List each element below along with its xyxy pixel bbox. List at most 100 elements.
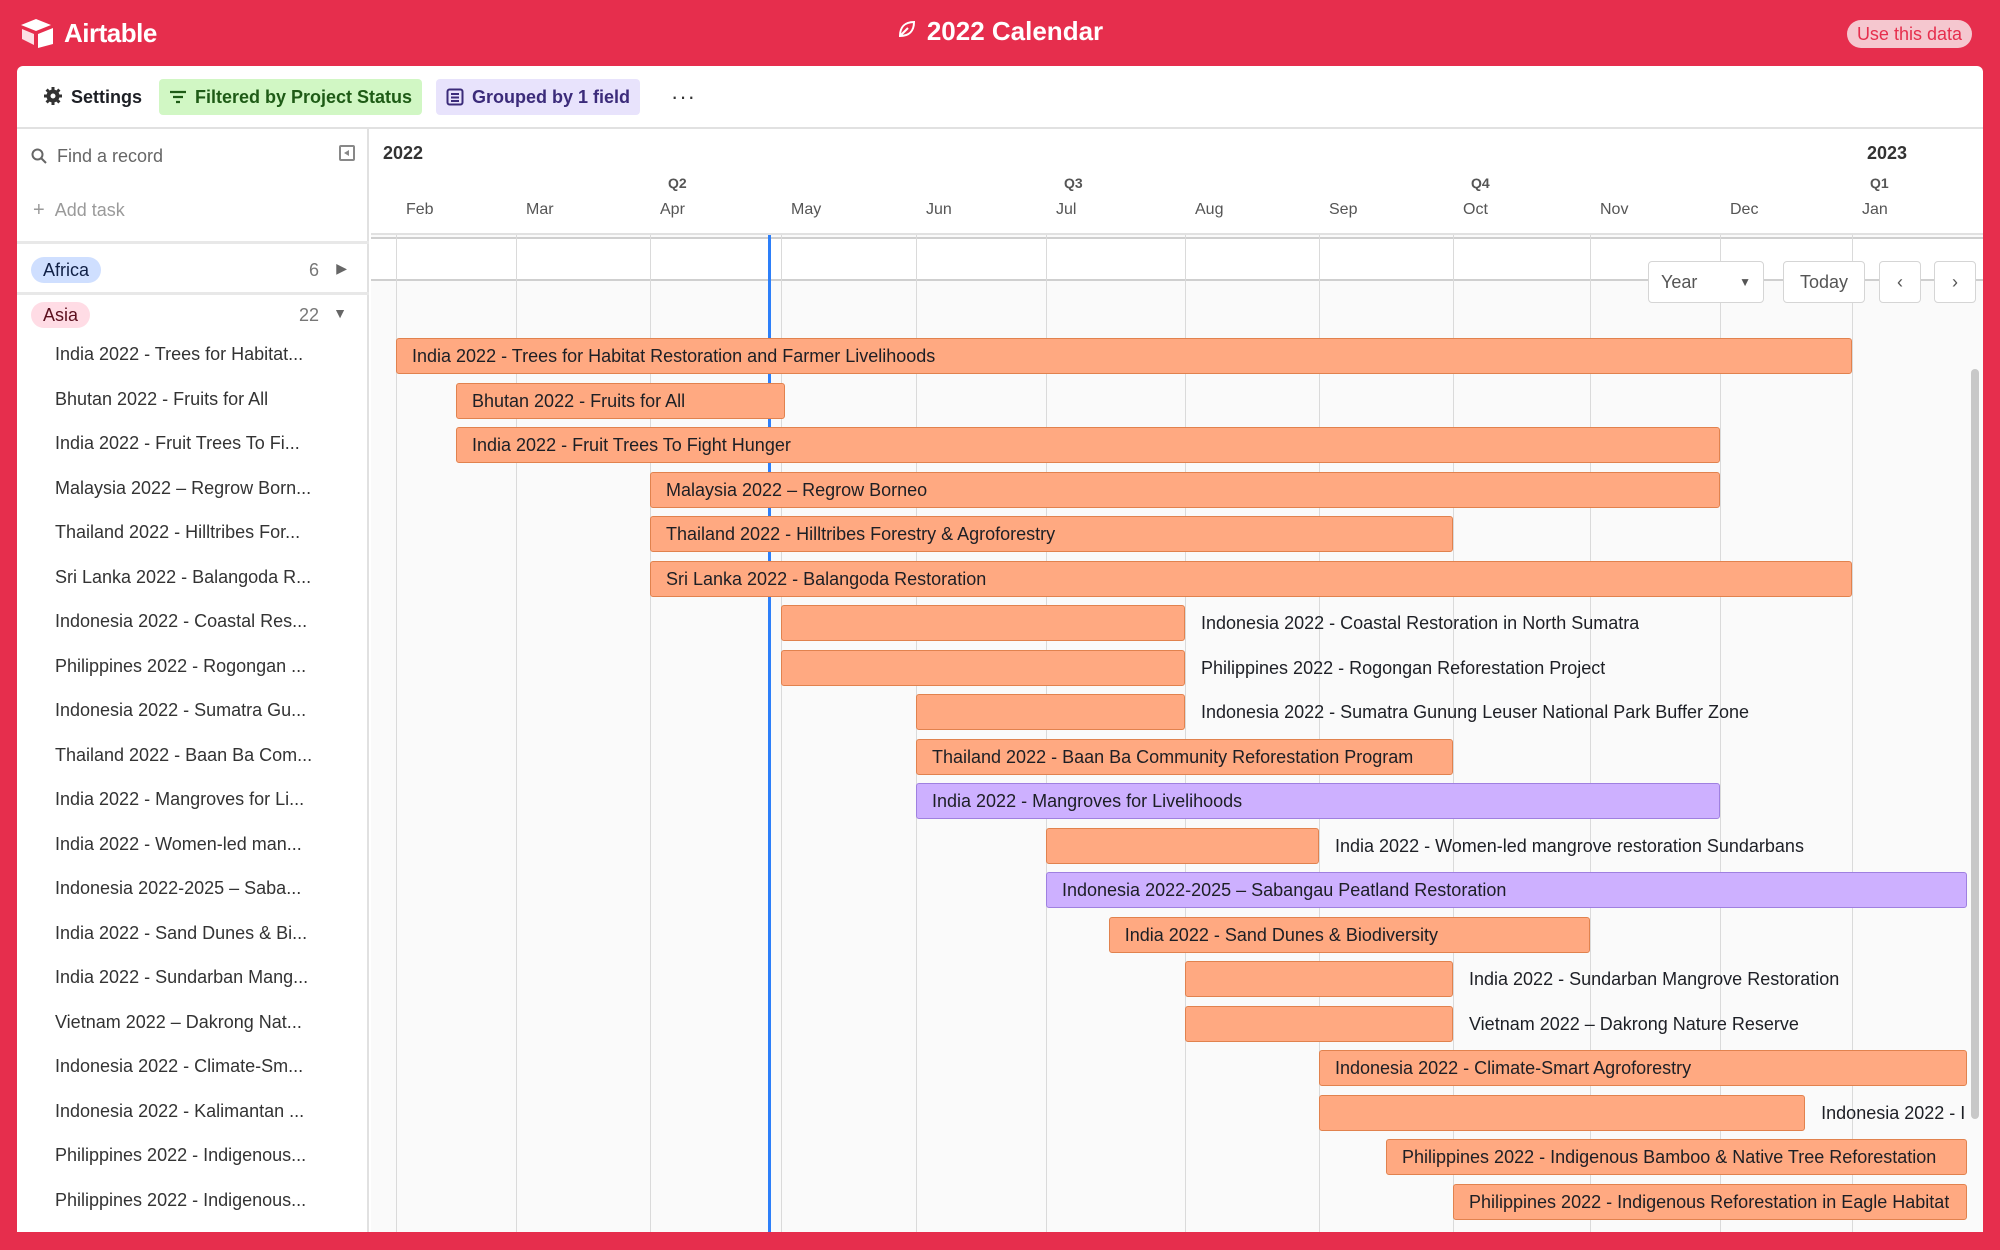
task-bar[interactable] (1046, 827, 1319, 864)
month-label: Sep (1329, 201, 1358, 218)
month-label: Jun (926, 201, 952, 218)
more-options-button[interactable]: ··· (671, 84, 696, 109)
task-bar[interactable] (1386, 1139, 1967, 1175)
search-icon (31, 141, 47, 171)
task-bar[interactable] (916, 694, 1185, 730)
task-bar[interactable] (456, 382, 786, 419)
task-bar[interactable] (650, 560, 1852, 597)
month-gridline (650, 235, 651, 1232)
task-bar-label: Thailand 2022 - Baan Ba Community Refore… (932, 746, 1414, 767)
quarter-label: Q4 (1471, 175, 1490, 191)
task-bar-label: India 2022 - Trees for Habitat Restorati… (412, 346, 936, 366)
task-bar[interactable] (1185, 1005, 1453, 1042)
task-bar-label: Malaysia 2022 – Regrow Borneo (666, 479, 928, 500)
airtable-logo-icon (21, 19, 53, 48)
month-gridline (1590, 235, 1591, 1232)
record-row[interactable]: India 2022 - Sand Dunes & Bi... (55, 922, 308, 943)
record-row[interactable]: Indonesia 2022 - Sumatra Gu... (55, 700, 307, 720)
top-bar: Airtable 2022 Calendar Use this data (0, 0, 2000, 66)
record-row[interactable]: Sri Lanka 2022 - Balangoda R... (55, 566, 312, 587)
settings-button[interactable]: Settings (33, 79, 152, 115)
record-row[interactable]: Philippines 2022 - Indigenous... (55, 1145, 307, 1165)
add-task-label: Add task (54, 200, 125, 220)
month-label: Dec (1730, 201, 1759, 218)
month-gridline (1852, 235, 1853, 1232)
filter-button[interactable]: Filtered by Project Status (159, 79, 423, 115)
task-bar[interactable] (781, 605, 1185, 641)
search-field[interactable]: Find a record (31, 141, 163, 171)
timescale-select[interactable]: Year ▼ (1648, 261, 1764, 303)
record-row[interactable]: Thailand 2022 - Baan Ba Com... (55, 744, 313, 765)
month-label: Nov (1600, 201, 1629, 218)
task-bar[interactable] (650, 471, 1720, 508)
month-label: Oct (1463, 201, 1488, 218)
group-row-asia[interactable]: Asia 22 ▼ (17, 293, 369, 335)
plus-icon: + (33, 199, 45, 221)
month-label: Aug (1195, 201, 1224, 218)
task-bar[interactable] (456, 427, 1720, 463)
record-row[interactable]: Indonesia 2022-2025 – Saba... (55, 878, 302, 898)
year-label: 2023 (1867, 143, 1908, 163)
record-row[interactable]: Thailand 2022 - Hilltribes For... (55, 522, 301, 542)
vertical-scrollbar[interactable] (1971, 369, 1979, 1119)
quarter-label: Q2 (668, 175, 687, 191)
airtable-logo[interactable]: Airtable (20, 16, 157, 50)
task-bar-label: Thailand 2022 - Hilltribes Forestry & Ag… (666, 524, 1056, 544)
gear-icon (43, 79, 63, 115)
task-bar-label: Bhutan 2022 - Fruits for All (472, 390, 686, 411)
record-row[interactable]: Philippines 2022 - Indigenous... (55, 1189, 307, 1210)
expand-arrow-icon[interactable]: ▶ (336, 260, 347, 276)
timescale-value: Year (1661, 272, 1698, 292)
record-row[interactable]: India 2022 - Mangroves for Li... (55, 789, 305, 809)
task-bar[interactable] (1046, 872, 1967, 908)
record-row[interactable]: India 2022 - Sundarban Mang... (55, 967, 309, 987)
task-bar[interactable] (650, 516, 1453, 552)
task-bar-label: India 2022 - Fruit Trees To Fight Hunger (472, 435, 791, 455)
record-row[interactable]: Indonesia 2022 - Kalimantan ... (55, 1100, 305, 1121)
record-row[interactable]: Malaysia 2022 – Regrow Born... (55, 477, 312, 498)
month-gridline (1453, 235, 1454, 1232)
gantt-timeline[interactable]: 2022 2023 Q2 Q3 Q4 Q1 Feb Mar Apr May Jun Jul Aug Sep… (371, 129, 1983, 1232)
page-title: 2022 Calendar (0, 16, 2000, 47)
group-row-africa[interactable]: Africa 6 ▶ (17, 248, 369, 290)
add-task-button[interactable]: + Add task (33, 195, 125, 225)
record-row[interactable]: Philippines 2022 - Rogongan ... (55, 655, 307, 676)
task-bar-label: Indonesia 2022 - Climate-Smart Agrofores… (1335, 1058, 1692, 1078)
record-row[interactable]: India 2022 - Women-led man... (55, 833, 302, 854)
collapse-arrow-icon[interactable]: ▼ (333, 305, 347, 321)
caret-down-icon: ▼ (1739, 275, 1751, 289)
task-bar[interactable] (781, 649, 1185, 686)
task-bar[interactable] (1185, 961, 1453, 997)
search-placeholder: Find a record (57, 146, 164, 166)
task-bar[interactable] (1108, 916, 1590, 953)
task-bar[interactable] (916, 783, 1720, 819)
use-this-data-button[interactable]: Use this data (1846, 20, 1972, 48)
quarter-label: Q1 (1870, 175, 1889, 191)
task-bar[interactable] (396, 338, 1852, 374)
record-row[interactable]: India 2022 - Trees for Habitat... (55, 344, 304, 364)
record-row[interactable]: Bhutan 2022 - Fruits for All (55, 388, 269, 409)
task-bar-label: Indonesia 2022 - Sumatra Gunung Leuser N… (1201, 702, 1750, 722)
quarter-label: Q3 (1064, 175, 1083, 191)
month-label: Jul (1056, 201, 1077, 218)
view-toolbar: Settings Filtered by Project Status Grou… (17, 66, 1983, 129)
task-bar[interactable] (1319, 1050, 1967, 1086)
collapse-sidebar-icon[interactable] (339, 145, 355, 161)
task-bar-label: India 2022 - Sundarban Mangrove Restorat… (1469, 969, 1840, 989)
record-row[interactable]: India 2022 - Fruit Trees To Fi... (55, 433, 300, 453)
today-button[interactable]: Today (1783, 261, 1865, 303)
record-row[interactable]: Vietnam 2022 – Dakrong Nat... (55, 1011, 302, 1032)
settings-label: Settings (71, 87, 143, 107)
prev-period-button[interactable]: ‹ (1879, 261, 1921, 303)
month-gridline (916, 235, 917, 1232)
task-bar[interactable] (1319, 1094, 1806, 1131)
task-bar[interactable] (916, 738, 1453, 775)
divider (17, 241, 369, 244)
month-label: Apr (660, 201, 685, 218)
task-bar[interactable] (1453, 1183, 1967, 1220)
task-bar-label: India 2022 - Sand Dunes & Biodiversity (1124, 924, 1438, 945)
record-row[interactable]: Indonesia 2022 - Coastal Res... (55, 611, 308, 631)
group-button[interactable]: Grouped by 1 field (436, 79, 641, 115)
record-row[interactable]: Indonesia 2022 - Climate-Sm... (55, 1056, 304, 1076)
next-period-button[interactable]: › (1934, 261, 1976, 303)
